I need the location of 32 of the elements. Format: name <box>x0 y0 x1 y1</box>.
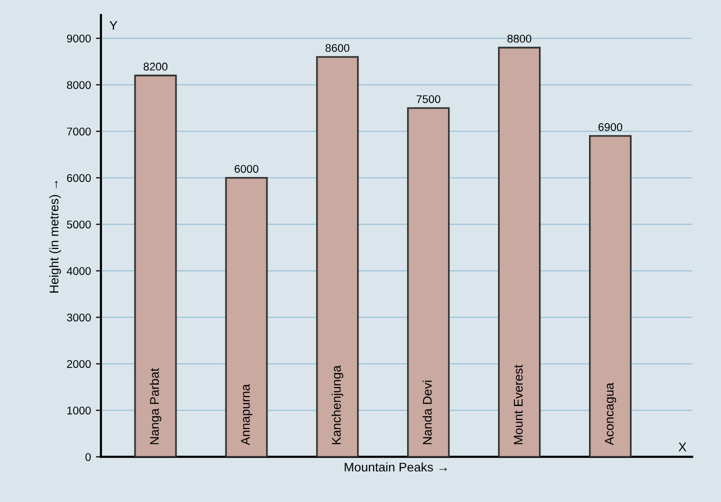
data-label: 8200 <box>144 62 168 71</box>
y-tick-label: 8000 <box>66 81 91 89</box>
data-label: 7500 <box>416 95 440 104</box>
x-tick-label: Aconcagua <box>604 382 616 446</box>
y-axis-title: Height (in metres) → <box>49 180 61 293</box>
bar <box>316 56 359 457</box>
y-tick-label: 5000 <box>66 220 91 228</box>
annotation: Y <box>110 21 118 30</box>
y-tick-label: 2000 <box>67 360 91 368</box>
bar <box>589 135 632 457</box>
y-tick-label: 1000 <box>67 406 91 414</box>
annotation: X <box>678 442 686 452</box>
data-label: 6900 <box>598 123 622 131</box>
bar <box>498 46 541 457</box>
bar <box>134 74 177 457</box>
y-tick-label: 6000 <box>67 174 91 182</box>
y-tick-label: 9000 <box>67 34 91 42</box>
y-tick-label: 0 <box>85 453 91 461</box>
x-tick-label: Nanga Parbat <box>150 368 162 444</box>
data-label: 8600 <box>326 44 350 52</box>
data-label: 6000 <box>234 164 258 173</box>
x-tick-label: Mount Everest <box>514 364 523 444</box>
y-tick-label: 3000 <box>66 314 91 322</box>
x-tick-label: Kanchenjunga <box>332 365 344 444</box>
x-tick-label: Annapurna <box>241 384 252 446</box>
x-axis-title: Mountain Peaks → <box>344 462 447 472</box>
y-tick-label: 4000 <box>66 267 91 275</box>
data-label: 8800 <box>507 34 532 43</box>
y-tick-label: 7000 <box>67 128 91 136</box>
bar <box>225 176 268 457</box>
bar <box>407 107 450 457</box>
x-tick-label: Nanda Devi <box>422 380 432 444</box>
